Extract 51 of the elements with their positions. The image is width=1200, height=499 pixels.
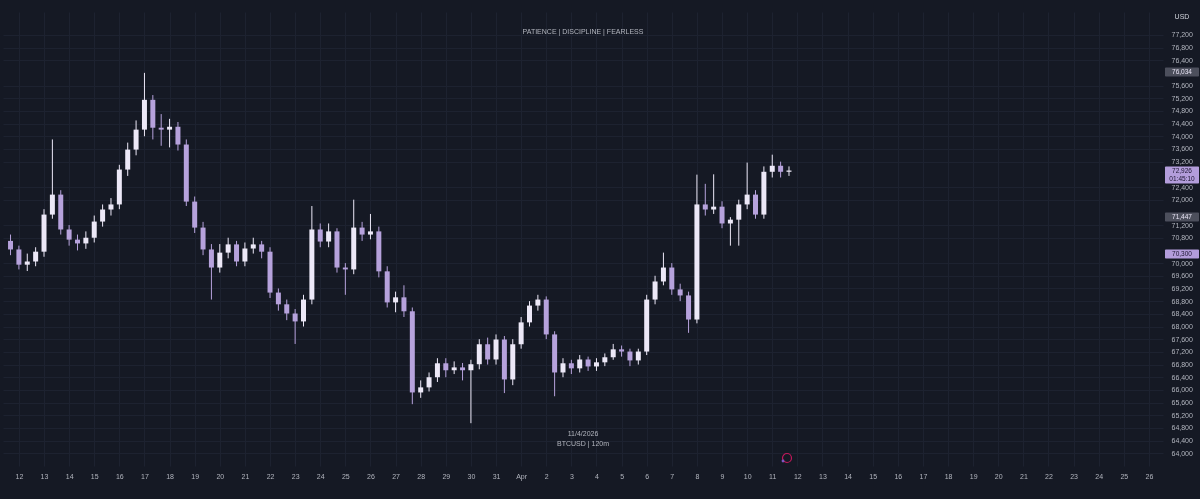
candlestick [769,154,775,178]
candlestick [476,338,482,370]
candlestick [660,252,666,286]
candlestick [527,300,533,327]
candlestick [275,287,281,312]
candlestick [284,299,290,321]
candlestick [108,197,114,217]
candlestick [535,294,541,312]
candlestick [200,221,206,256]
candlestick [426,371,432,392]
candlestick [711,173,717,215]
candlestick [326,222,332,248]
candlestick [560,357,566,378]
candlestick [167,118,173,148]
candlestick [401,284,407,318]
candlestick [518,316,524,350]
candlestick [49,138,55,220]
candlestick [158,113,164,147]
candlestick [242,241,248,267]
candlestick [468,359,474,424]
candlestick [719,200,725,229]
candlestick [66,224,72,247]
candlestick [393,291,399,313]
candlestick [100,203,106,228]
candlestick [317,222,323,248]
candlestick [367,213,373,240]
candlestick [175,121,181,152]
candlestick [744,162,750,210]
candlestick [443,357,449,378]
candlestick [485,337,491,366]
candlestick [91,215,97,243]
candlestick [234,240,240,267]
candlestick [301,294,306,327]
candlestick [627,348,633,367]
candlestick [33,246,39,267]
candlestick [669,262,675,296]
candlestick [359,221,365,242]
candlestick [702,183,708,217]
candlestick [217,243,223,274]
candlestick [493,333,499,366]
candlestick [133,119,139,156]
candlestick [208,243,214,301]
candlestick [434,357,440,383]
candlestick [736,199,742,247]
candlestick [16,245,22,270]
candlestick [225,237,231,259]
candlestick [585,356,591,372]
candlestick [652,275,658,305]
candlestick [125,142,131,177]
candlestick [8,234,14,256]
candlestick [753,189,759,220]
